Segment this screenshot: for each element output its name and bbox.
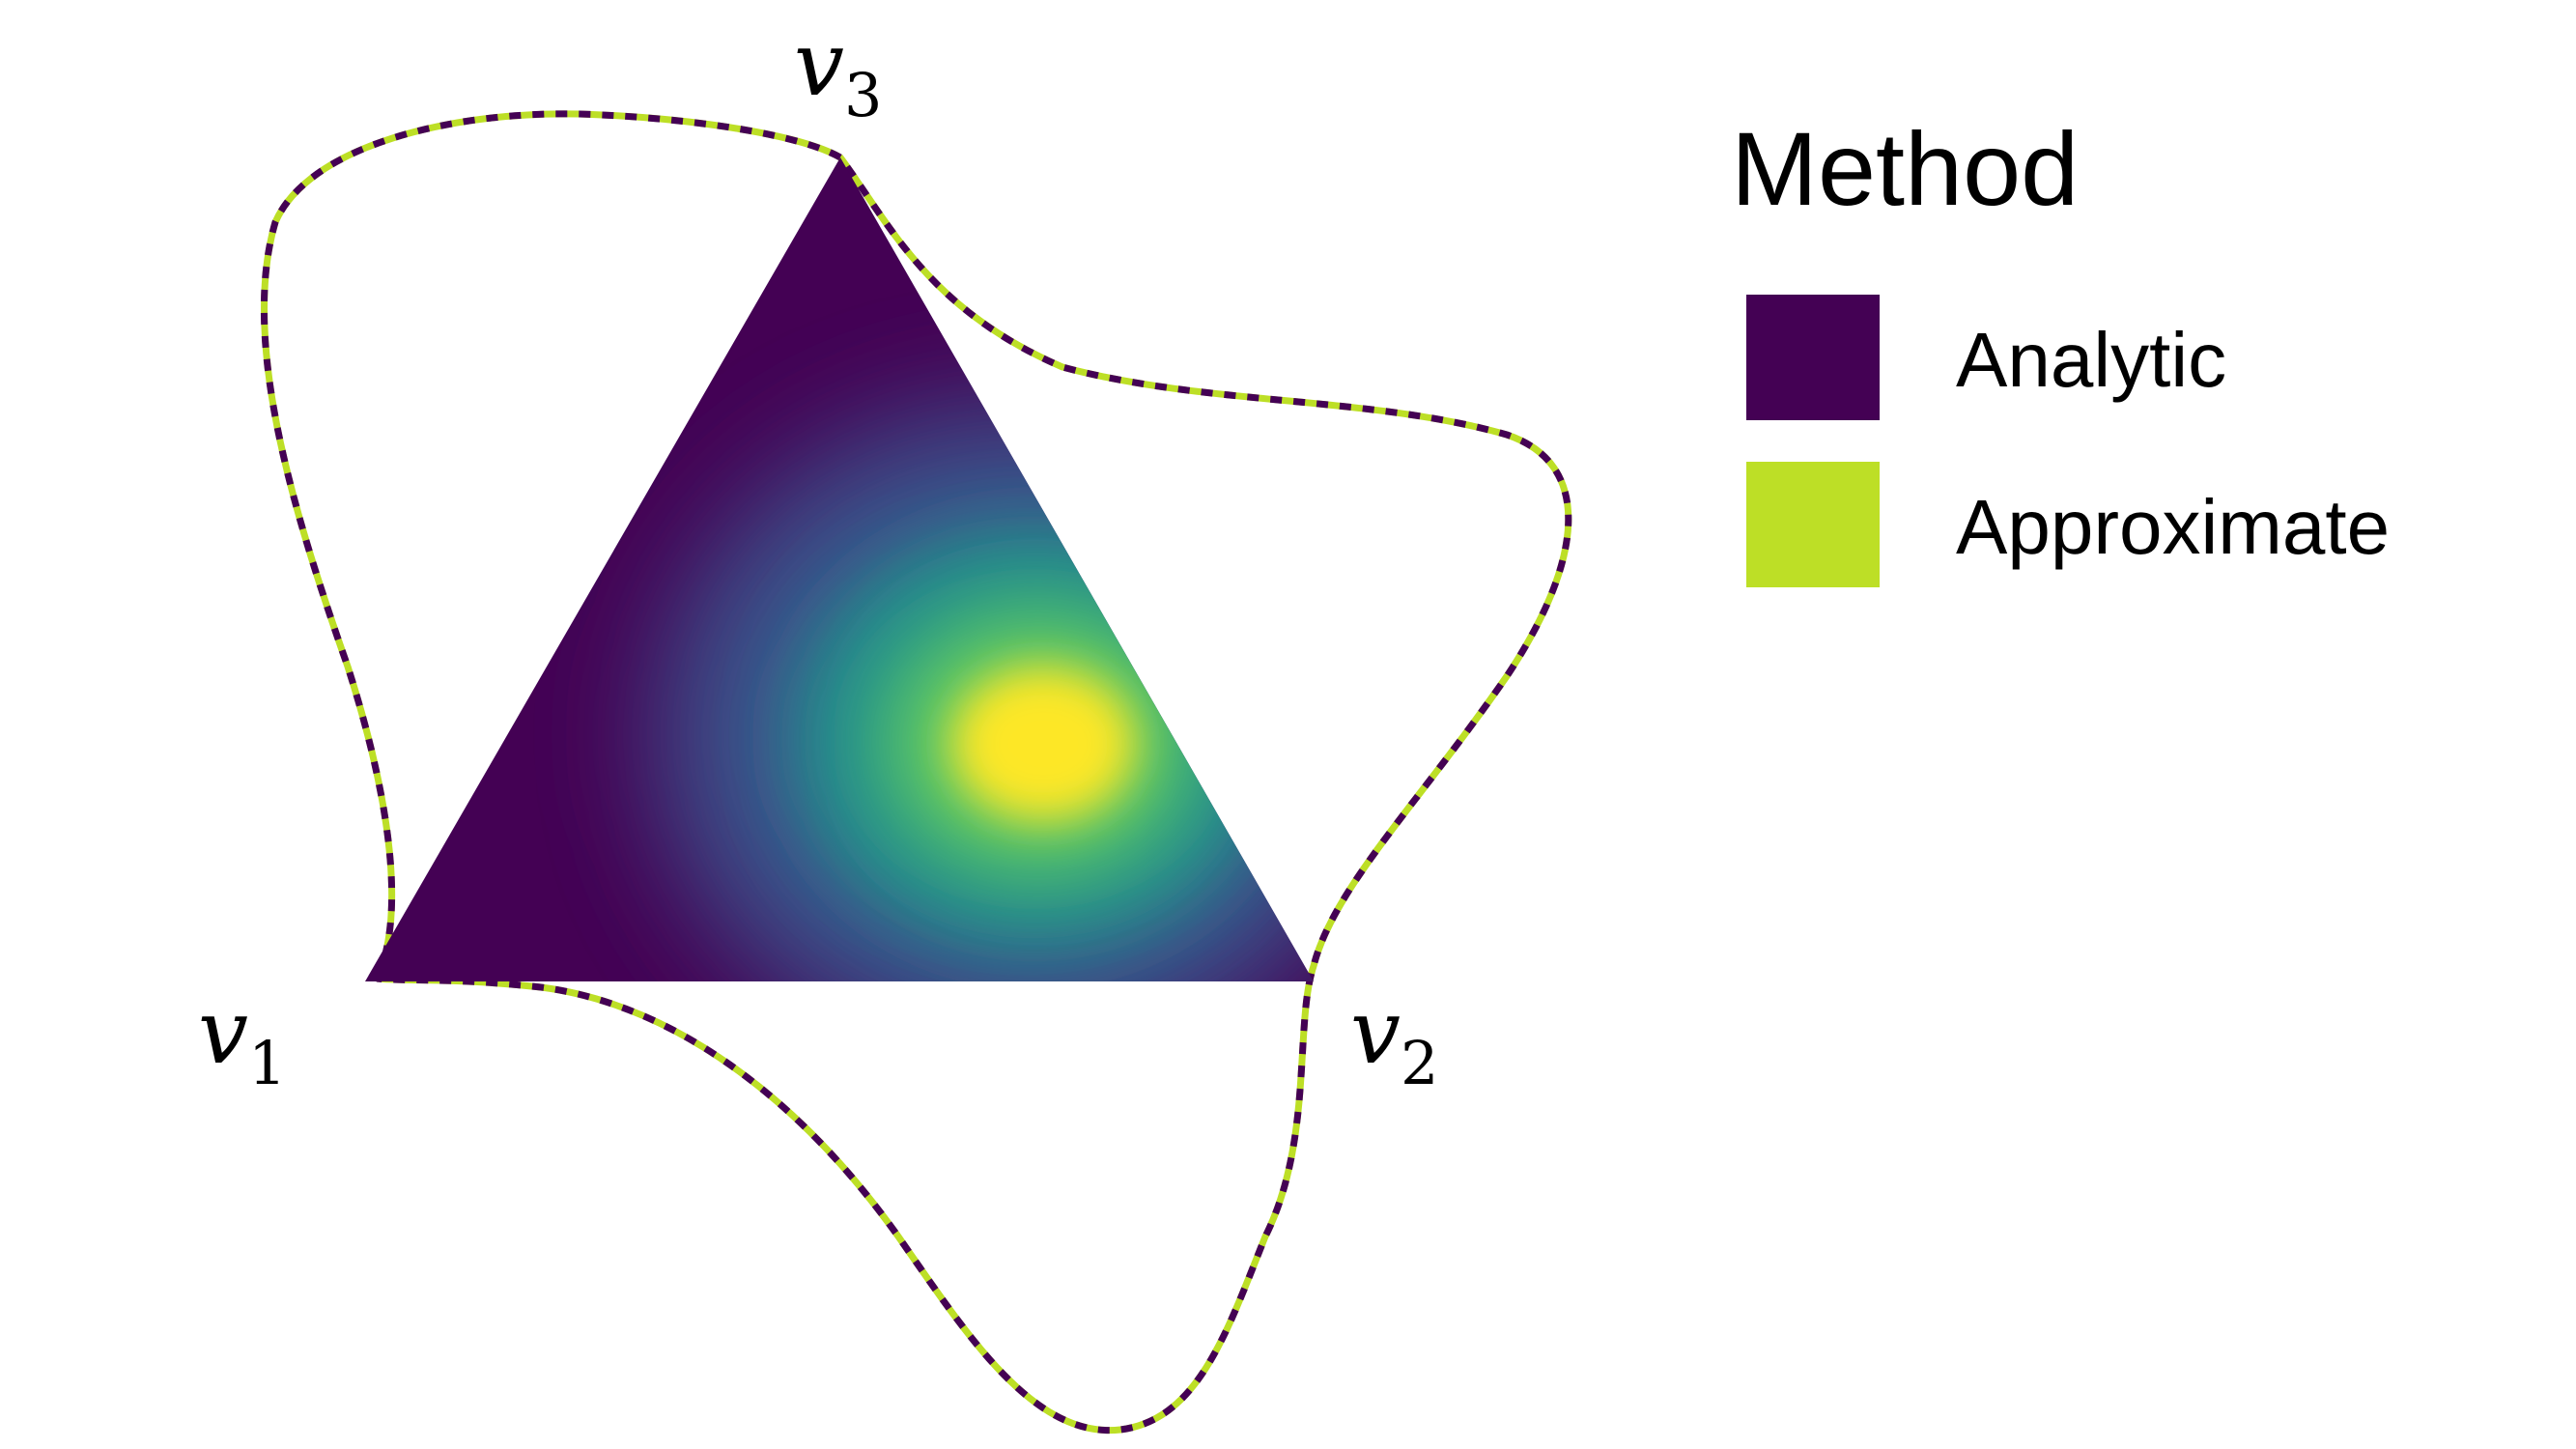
legend-label-approximate: Approximate: [1956, 484, 2390, 570]
simplex-heatmap: [365, 157, 1314, 981]
legend-title: Method: [1731, 110, 2079, 227]
outer-curve-analytic: [260, 110, 1572, 1435]
vertex-label-v3: v3: [794, 13, 882, 130]
legend-swatch-analytic: [1746, 295, 1880, 420]
legend: Method Analytic Approximate: [1731, 110, 2390, 587]
heatmap-layer-4: [951, 667, 1135, 821]
vertex-label-v1: v1: [198, 980, 286, 1098]
legend-label-analytic: Analytic: [1956, 317, 2226, 403]
outer-density-curve: [260, 110, 1572, 1435]
legend-swatch-approximate: [1746, 462, 1880, 587]
vertex-label-v2: v2: [1350, 980, 1438, 1098]
